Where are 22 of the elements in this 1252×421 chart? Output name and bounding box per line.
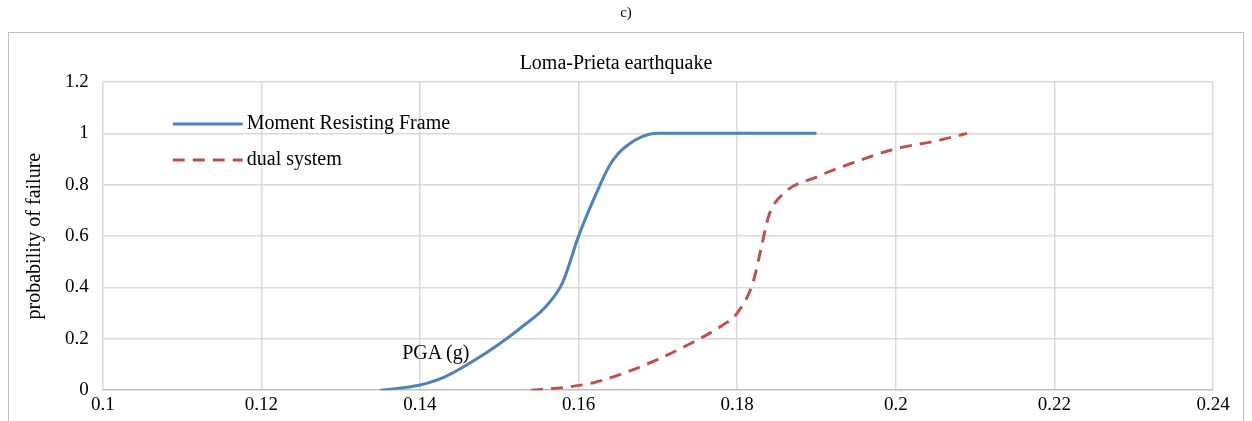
x-tick-label: 0.14 (403, 392, 438, 414)
x-tick-label: 0.16 (561, 392, 596, 414)
y-tick-label: 0.8 (65, 172, 89, 194)
text: c) (619, 4, 633, 21)
y-axis-title: probability of failure (22, 152, 46, 320)
x-tick-label: 0.24 (1196, 392, 1231, 414)
x-tick-label: 0.1 (90, 392, 115, 414)
x-tick-label: 0.2 (883, 392, 908, 414)
y-tick-label: 0.6 (65, 224, 89, 246)
y-tick-label: 0 (79, 378, 89, 400)
y-tick-label: 1 (79, 121, 89, 143)
y-tick-label: 0.4 (65, 275, 90, 297)
x-tick-label: 0.22 (1037, 392, 1072, 414)
x-tick-label: 0.12 (244, 392, 278, 414)
y-tick-label: 1.2 (65, 69, 89, 91)
line-series (529, 131, 969, 391)
y-tick-label: 0.2 (65, 326, 89, 348)
chart-title: Loma-Prieta earthquake (519, 51, 713, 75)
x-axis-title: PGA (g) (402, 341, 470, 365)
legend-label: dual system (246, 147, 343, 171)
x-tick-label: 0.18 (720, 392, 754, 414)
legend-label: Moment Resisting Frame (246, 111, 451, 135)
